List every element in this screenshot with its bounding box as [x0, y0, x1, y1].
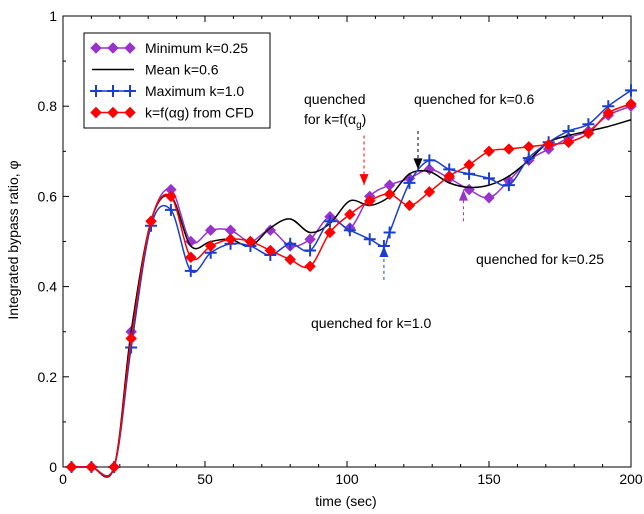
legend-marker: [107, 85, 119, 97]
data-point: [264, 244, 277, 257]
annotations: quenched for k=f(αg) quenched for k=0.6 que…: [304, 91, 604, 331]
data-point: [244, 235, 257, 248]
data-point: [185, 251, 197, 263]
data-point: [403, 199, 416, 212]
annotation-arrowhead: [379, 246, 389, 258]
x-tick-label: 0: [59, 471, 67, 487]
data-point: [423, 154, 436, 167]
data-point: [463, 183, 475, 196]
series-line: [71, 103, 632, 478]
data-point: [165, 190, 177, 203]
legend-label: k=f(αg) from CFD: [145, 105, 254, 121]
data-point: [304, 233, 316, 245]
legend-marker: [107, 106, 119, 119]
series-4: [65, 98, 637, 478]
data-point: [542, 138, 555, 151]
x-tick-label: 200: [619, 471, 643, 487]
data-point: [284, 237, 297, 250]
data-point: [343, 224, 356, 237]
data-point: [522, 152, 535, 165]
legend: Minimum k=0.25 Mean k=0.6 Maximum k=1.0 k=f…: [83, 32, 271, 129]
data-point: [502, 179, 515, 192]
data-point: [125, 332, 137, 345]
data-point: [284, 253, 296, 266]
data-point: [164, 203, 177, 216]
legend-label: Mean k=0.6: [145, 62, 219, 78]
annotation-label: quenched: [304, 91, 366, 107]
data-point: [423, 186, 436, 198]
y-axis-label: Integrated bypass ratio, φ: [5, 160, 21, 319]
annotation-arrowhead: [458, 189, 468, 201]
legend-marker: [90, 42, 102, 54]
data-point: [264, 224, 277, 236]
data-point: [562, 136, 575, 148]
data-point: [364, 195, 376, 207]
data-point: [403, 176, 416, 189]
data-point: [625, 98, 637, 110]
annotation-label: quenched for k=1.0: [311, 315, 431, 331]
annotation-subscript: g: [356, 120, 362, 131]
data-point: [108, 461, 120, 473]
data-point: [85, 461, 98, 473]
data-point: [204, 240, 217, 252]
data-point: [483, 145, 495, 158]
data-point: [562, 125, 575, 138]
data-point: [602, 107, 614, 119]
y-tick-label: 0.8: [38, 98, 58, 114]
y-tick-label: 0.6: [38, 188, 58, 204]
legend-label: Minimum k=0.25: [145, 40, 248, 56]
annotation-label-end: ): [362, 111, 367, 127]
data-point: [65, 461, 78, 473]
data-point: [344, 208, 356, 221]
data-point: [383, 188, 396, 200]
x-axis-label: time (sec): [315, 493, 376, 509]
x-tick-label: 50: [197, 471, 213, 487]
annotation-arrowhead: [359, 174, 369, 186]
data-point: [443, 170, 455, 182]
data-point: [625, 84, 637, 97]
annotation-label: quenched for k=0.6: [414, 91, 534, 107]
legend-marker: [90, 106, 102, 119]
data-point: [503, 143, 515, 155]
annotation-label: for k=f(αg): [304, 111, 366, 131]
data-point: [523, 141, 535, 153]
y-tick-label: 0.2: [38, 369, 58, 385]
data-point: [363, 233, 376, 246]
series-line: [71, 119, 632, 478]
series-line: [71, 105, 632, 478]
legend-marker: [107, 42, 119, 54]
legend-label: Maximum k=1.0: [145, 83, 244, 99]
data-point: [483, 172, 495, 185]
data-point: [145, 215, 157, 227]
data-point: [463, 159, 475, 171]
series-2: [71, 119, 632, 478]
legend-marker: [90, 85, 102, 97]
annotation-arrowhead: [413, 158, 423, 170]
data-point: [383, 226, 396, 239]
data-point: [304, 244, 317, 257]
data-point: [323, 215, 336, 228]
x-tick-label: 150: [477, 471, 501, 487]
annotation-label: quenched for k=0.25: [476, 251, 604, 267]
axis-ticks: 0 50 100 150 200 0 0.2 0.4 0.6 0.8 1: [38, 8, 643, 487]
y-tick-label: 0: [49, 459, 57, 475]
data-point: [224, 233, 237, 245]
series-1: [65, 100, 637, 478]
data-point: [324, 226, 336, 239]
data-point: [483, 192, 495, 204]
y-tick-label: 0.4: [38, 279, 58, 295]
x-tick-label: 100: [335, 471, 359, 487]
legend-marker: [124, 85, 136, 97]
series-group: [65, 84, 637, 478]
legend-marker: [124, 42, 136, 54]
data-point: [204, 224, 217, 236]
data-point: [582, 127, 595, 139]
data-point: [304, 260, 316, 273]
y-tick-label: 1: [49, 8, 57, 24]
data-point: [184, 264, 197, 277]
legend-marker: [124, 106, 136, 119]
